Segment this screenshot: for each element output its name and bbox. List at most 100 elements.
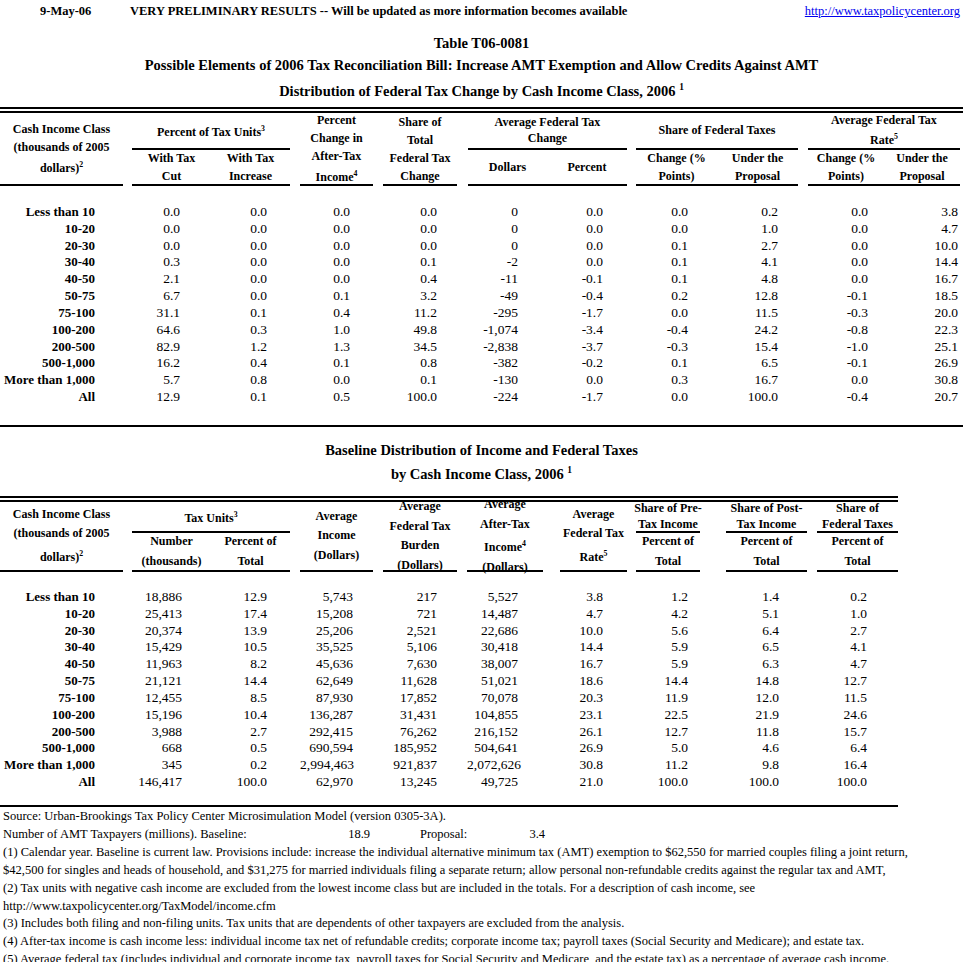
header-text-line: Percent — [567, 158, 606, 176]
header-text-line: (thousands of 2005 — [13, 138, 109, 156]
value-cell: 0.1 — [300, 288, 373, 305]
group-header: Share of Federal Taxes — [636, 113, 798, 150]
header-text-line: (thousands) — [141, 552, 201, 572]
header-text-line: Federal Taxes — [822, 517, 893, 533]
sub-header: Number(thousands) — [132, 533, 211, 572]
value-cell: 12.0 — [726, 690, 807, 707]
title-line1: Possible Elements of 2006 Tax Reconcilia… — [0, 54, 963, 76]
header-text-line: Points) — [659, 167, 695, 185]
sub-header: Dollars — [468, 150, 547, 186]
value-cell: 2.1 — [132, 271, 211, 288]
header-text-line: (Dollars) — [314, 546, 359, 566]
value-cell: 0.0 — [211, 254, 290, 271]
value-cell: 31,431 — [383, 707, 457, 724]
value-cell: 20.7 — [884, 389, 960, 406]
row-label: 10-20 — [0, 606, 123, 623]
header-text-line: Total — [407, 131, 433, 149]
value-cell: 20,374 — [132, 623, 211, 640]
value-cell: 4.7 — [817, 656, 898, 673]
value-cell: 100.0 — [383, 389, 457, 406]
header-text-line: Federal Tax — [389, 517, 450, 537]
value-cell: 4.7 — [884, 221, 960, 238]
value-cell: 17,852 — [383, 690, 457, 707]
group-header: Tax Units3 — [132, 502, 290, 533]
header-text-line: Percent of — [224, 532, 276, 552]
value-cell: 22.5 — [636, 707, 700, 724]
value-cell: 10.0 — [560, 623, 627, 640]
header-text-line: After-Tax — [312, 147, 362, 165]
footnote-2-url: http://www.taxpolicycenter.org/TaxModel/… — [3, 898, 960, 916]
row-label: 20-30 — [0, 623, 123, 640]
value-cell: 100.0 — [817, 774, 898, 791]
value-cell: 216,152 — [467, 724, 543, 741]
value-cell: 15,429 — [132, 639, 211, 656]
header-text-line: Total — [844, 552, 870, 572]
value-cell: 0.2 — [717, 204, 798, 221]
value-cell: 100.0 — [726, 774, 807, 791]
value-cell: 0.0 — [211, 238, 290, 255]
value-cell: 0.0 — [211, 221, 290, 238]
group-header: Share of Pre-Tax Income — [636, 502, 700, 533]
value-cell: 0.2 — [211, 757, 290, 774]
value-cell: 0.0 — [300, 221, 373, 238]
value-cell: 11,963 — [132, 656, 211, 673]
footnote-ref: 5 — [894, 132, 898, 141]
row-label: 200-500 — [0, 339, 123, 356]
sub-header: Change (%Points) — [808, 150, 884, 186]
header-text-line: Federal Tax — [563, 524, 624, 544]
sub-header: Percent ofTotal — [636, 533, 700, 572]
value-cell: 0.2 — [817, 589, 898, 606]
footnote-ref-1: 1 — [567, 465, 572, 475]
value-cell: 921,837 — [383, 757, 457, 774]
row-label: All — [0, 774, 123, 791]
taxpolicycenter-link[interactable]: http://www.taxpolicycenter.org — [805, 4, 960, 19]
header-text-line: Under the — [732, 149, 783, 167]
value-cell: -0.1 — [808, 288, 884, 305]
table1-body: Less than 100.00.00.00.000.00.00.20.03.8… — [0, 186, 963, 406]
value-cell: 4.2 — [636, 606, 700, 623]
value-cell: 0.0 — [211, 288, 290, 305]
row-label: Less than 10 — [0, 204, 123, 221]
value-cell: 0.0 — [636, 204, 717, 221]
footnote-ref-1: 1 — [679, 82, 684, 92]
header-text-line: Change in — [310, 129, 362, 147]
value-cell: 18,886 — [132, 589, 211, 606]
table1-bottom-rule — [0, 425, 963, 427]
header-text-line: Tax Units3 — [184, 507, 237, 527]
value-cell: 4.1 — [817, 639, 898, 656]
value-cell: -0.4 — [808, 389, 884, 406]
value-cell: 100.0 — [211, 774, 290, 791]
value-cell: 26.9 — [560, 740, 627, 757]
footnote-ref: 4 — [522, 539, 526, 548]
value-cell: 25.1 — [884, 339, 960, 356]
header-text-line: Average Federal Tax — [831, 113, 937, 129]
header-text-line: Average — [484, 495, 526, 515]
value-cell: 2.7 — [817, 623, 898, 640]
value-cell: 12.9 — [211, 589, 290, 606]
value-cell: 25,413 — [132, 606, 211, 623]
footnote-ref: 5 — [604, 549, 608, 558]
tax-change-table: Cash Income Class(thousands of 2005dolla… — [0, 107, 963, 427]
value-cell: 3.8 — [560, 589, 627, 606]
row-label: 500-1,000 — [0, 740, 123, 757]
value-cell: 0.4 — [383, 271, 457, 288]
row-label: 100-200 — [0, 707, 123, 724]
header-text-line: Proposal — [735, 167, 780, 185]
value-cell: 5.6 — [636, 623, 700, 640]
value-cell: 21.9 — [726, 707, 807, 724]
value-cell: 5,527 — [467, 589, 543, 606]
value-cell: 5.9 — [636, 639, 700, 656]
value-cell: 9.8 — [726, 757, 807, 774]
value-cell: 0.3 — [132, 254, 211, 271]
header-text-line: Increase — [229, 167, 272, 185]
amt-proposal-label: Proposal: — [420, 826, 467, 844]
header-text-line: Cash Income Class — [13, 505, 110, 525]
header-text-line: After-Tax — [480, 515, 530, 535]
row-label: More than 1,000 — [0, 372, 123, 389]
value-cell: 100.0 — [636, 774, 700, 791]
value-cell: 0 — [468, 204, 547, 221]
value-cell: 5,106 — [383, 639, 457, 656]
footer-notes: Source: Urban-Brookings Tax Policy Cente… — [3, 808, 960, 962]
value-cell: 6.3 — [726, 656, 807, 673]
value-cell: 0.1 — [636, 271, 717, 288]
